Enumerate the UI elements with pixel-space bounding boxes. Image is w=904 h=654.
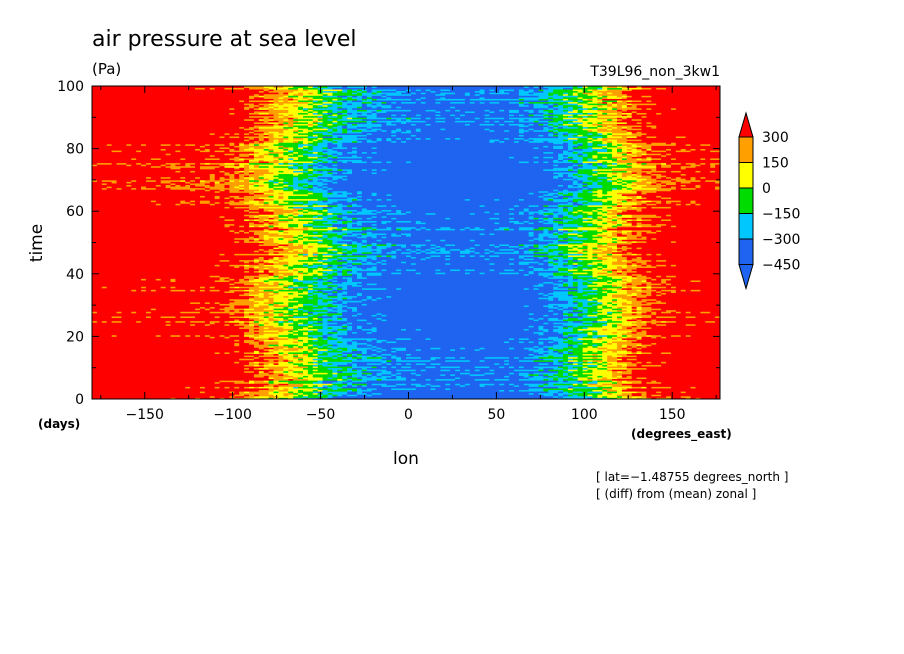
heatmap-plot-area [92,86,720,399]
run-label: T39L96_non_3kw1 [589,64,720,80]
chart-title: air pressure at sea level [92,27,357,52]
units-label: (Pa) [92,60,121,78]
